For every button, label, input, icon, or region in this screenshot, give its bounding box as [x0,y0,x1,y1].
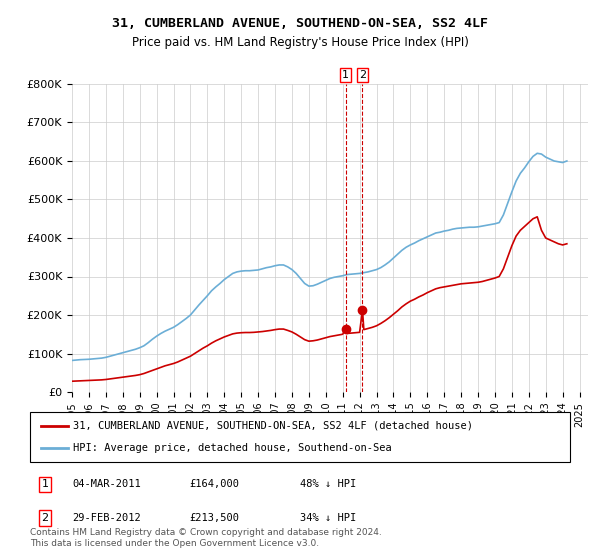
FancyBboxPatch shape [30,412,570,462]
Text: 1: 1 [41,479,49,489]
Text: 34% ↓ HPI: 34% ↓ HPI [300,513,356,523]
Text: 48% ↓ HPI: 48% ↓ HPI [300,479,356,489]
Text: 04-MAR-2011: 04-MAR-2011 [72,479,141,489]
Text: 2: 2 [41,513,49,523]
Text: 1: 1 [342,70,349,80]
Text: £164,000: £164,000 [189,479,239,489]
Text: 31, CUMBERLAND AVENUE, SOUTHEND-ON-SEA, SS2 4LF (detached house): 31, CUMBERLAND AVENUE, SOUTHEND-ON-SEA, … [73,421,473,431]
Text: HPI: Average price, detached house, Southend-on-Sea: HPI: Average price, detached house, Sout… [73,443,392,453]
Text: Price paid vs. HM Land Registry's House Price Index (HPI): Price paid vs. HM Land Registry's House … [131,36,469,49]
Text: £213,500: £213,500 [189,513,239,523]
Text: 31, CUMBERLAND AVENUE, SOUTHEND-ON-SEA, SS2 4LF: 31, CUMBERLAND AVENUE, SOUTHEND-ON-SEA, … [112,17,488,30]
Text: 29-FEB-2012: 29-FEB-2012 [72,513,141,523]
Text: Contains HM Land Registry data © Crown copyright and database right 2024.
This d: Contains HM Land Registry data © Crown c… [30,528,382,548]
Text: 2: 2 [359,70,366,80]
